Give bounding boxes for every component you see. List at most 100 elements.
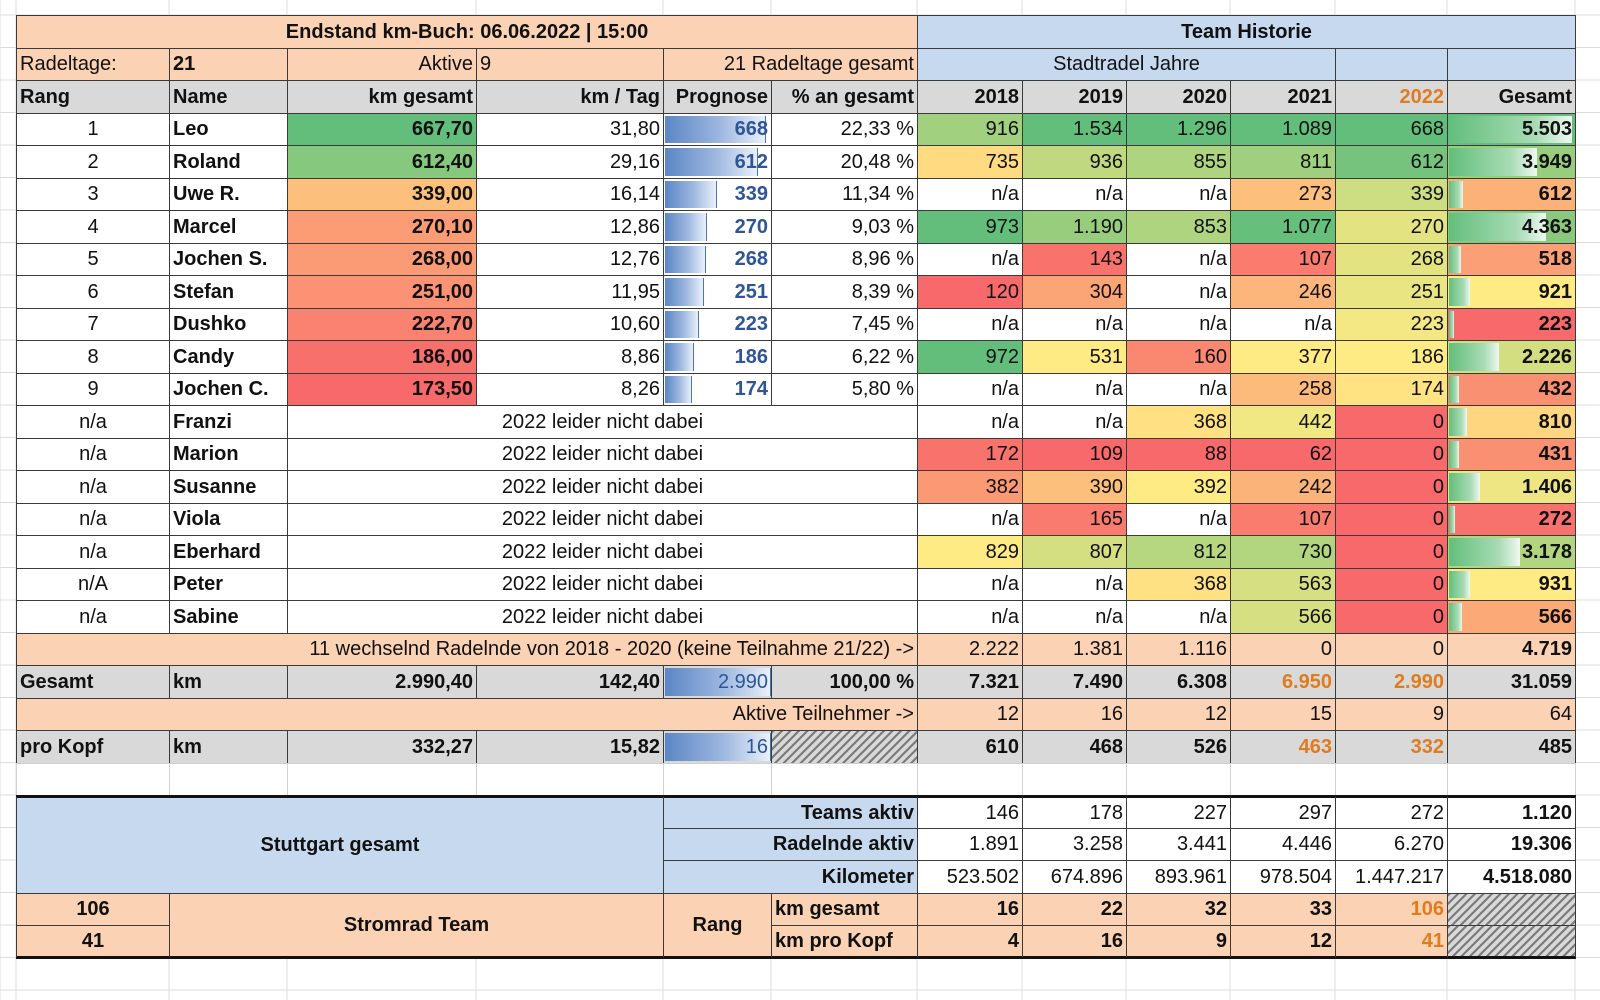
km-tag-cell[interactable]: 12,76 <box>476 242 664 276</box>
history-cell-2018[interactable]: n/a <box>917 405 1023 439</box>
history-gesamt-cell[interactable]: 2.226 <box>1447 340 1576 374</box>
history-gesamt-cell[interactable]: 1.406 <box>1447 470 1576 504</box>
blank-cell[interactable] <box>917 762 1023 796</box>
percent-cell[interactable]: 7,45 % <box>771 307 918 341</box>
column-header[interactable]: 2022 <box>1335 80 1448 114</box>
history-cell-2022[interactable]: 0 <box>1335 502 1448 536</box>
history-cell-2018[interactable]: 972 <box>917 340 1023 374</box>
team-label[interactable]: Stromrad Team <box>169 892 664 959</box>
name-cell[interactable]: Stefan <box>169 275 288 309</box>
history-cell-2019[interactable]: 304 <box>1022 275 1127 309</box>
history-title-cell[interactable]: Team Historie <box>917 15 1576 49</box>
history-cell-2022[interactable]: 251 <box>1335 275 1448 309</box>
percent-cell[interactable]: 8,96 % <box>771 242 918 276</box>
prokopf-gesamt[interactable]: 485 <box>1447 730 1576 764</box>
history-cell-2021[interactable]: 246 <box>1230 275 1336 309</box>
name-cell[interactable]: Jochen S. <box>169 242 288 276</box>
history-cell-2020[interactable]: 368 <box>1126 405 1231 439</box>
history-gesamt-cell[interactable]: 431 <box>1447 437 1576 471</box>
stuttgart-row-label[interactable]: Radelnde aktiv <box>663 827 918 861</box>
blank-cell[interactable] <box>476 762 664 796</box>
team-2018[interactable]: 16 <box>917 892 1023 926</box>
history-cell-2020[interactable]: n/a <box>1126 275 1231 309</box>
history-gesamt-cell[interactable]: 566 <box>1447 600 1576 634</box>
column-header[interactable]: 2019 <box>1022 80 1127 114</box>
header-blank-gesamt[interactable] <box>1447 47 1576 81</box>
gesamt-2020[interactable]: 6.308 <box>1126 665 1231 699</box>
prognose-cell[interactable]: 270 <box>663 210 772 244</box>
not-participating-note[interactable]: 2022 leider nicht dabei <box>287 600 918 634</box>
history-cell-2019[interactable]: 531 <box>1022 340 1127 374</box>
gesamt-prognose[interactable]: 2.990 <box>663 665 772 699</box>
team-2021[interactable]: 33 <box>1230 892 1336 926</box>
stuttgart-2022[interactable]: 272 <box>1335 795 1448 829</box>
prokopf-km-tag[interactable]: 15,82 <box>476 730 664 764</box>
wechselnd-label[interactable]: 11 wechselnd Radelnde von 2018 - 2020 (k… <box>16 632 918 666</box>
name-cell[interactable]: Eberhard <box>169 535 288 569</box>
team-2021[interactable]: 12 <box>1230 925 1336 959</box>
km-gesamt-cell[interactable]: 268,00 <box>287 242 477 276</box>
prokopf-2020[interactable]: 526 <box>1126 730 1231 764</box>
history-cell-2019[interactable]: n/a <box>1022 600 1127 634</box>
history-cell-2020[interactable]: 160 <box>1126 340 1231 374</box>
km-gesamt-cell[interactable]: 222,70 <box>287 307 477 341</box>
aktive-gesamt[interactable]: 64 <box>1447 697 1576 731</box>
km-tag-cell[interactable]: 8,86 <box>476 340 664 374</box>
prognose-cell[interactable]: 668 <box>663 112 772 146</box>
stuttgart-2019[interactable]: 674.896 <box>1022 860 1127 894</box>
stuttgart-2021[interactable]: 4.446 <box>1230 827 1336 861</box>
km-tag-cell[interactable]: 10,60 <box>476 307 664 341</box>
stuttgart-gesamt[interactable]: 4.518.080 <box>1447 860 1576 894</box>
team-row-label[interactable]: km gesamt <box>771 892 918 926</box>
aktive-teilnehmer-label[interactable]: Aktive Teilnehmer -> <box>16 697 918 731</box>
team-2020[interactable]: 32 <box>1126 892 1231 926</box>
history-gesamt-cell[interactable]: 921 <box>1447 275 1576 309</box>
stuttgart-2018[interactable]: 146 <box>917 795 1023 829</box>
history-cell-2018[interactable]: 829 <box>917 535 1023 569</box>
history-cell-2021[interactable]: 811 <box>1230 145 1336 179</box>
history-cell-2019[interactable]: n/a <box>1022 307 1127 341</box>
not-participating-note[interactable]: 2022 leider nicht dabei <box>287 470 918 504</box>
history-cell-2019[interactable]: 1.190 <box>1022 210 1127 244</box>
history-cell-2021[interactable]: 566 <box>1230 600 1336 634</box>
history-cell-2020[interactable]: n/a <box>1126 600 1231 634</box>
prokopf-km[interactable]: 332,27 <box>287 730 477 764</box>
km-gesamt-cell[interactable]: 173,50 <box>287 372 477 406</box>
prognose-cell[interactable]: 612 <box>663 145 772 179</box>
name-cell[interactable]: Marcel <box>169 210 288 244</box>
not-participating-note[interactable]: 2022 leider nicht dabei <box>287 405 918 439</box>
history-cell-2018[interactable]: 735 <box>917 145 1023 179</box>
history-cell-2018[interactable]: 916 <box>917 112 1023 146</box>
history-cell-2020[interactable]: 392 <box>1126 470 1231 504</box>
gesamt-2022[interactable]: 2.990 <box>1335 665 1448 699</box>
history-cell-2018[interactable]: n/a <box>917 372 1023 406</box>
history-cell-2018[interactable]: n/a <box>917 502 1023 536</box>
prokopf-2019[interactable]: 468 <box>1022 730 1127 764</box>
team-2022[interactable]: 106 <box>1335 892 1448 926</box>
gesamt-percent[interactable]: 100,00 % <box>771 665 918 699</box>
header-blank-2022[interactable] <box>1335 47 1448 81</box>
km-gesamt-cell[interactable]: 339,00 <box>287 177 477 211</box>
gesamt-unit[interactable]: km <box>169 665 288 699</box>
team-hatched-cell[interactable] <box>1447 892 1576 926</box>
km-gesamt-cell[interactable]: 251,00 <box>287 275 477 309</box>
stuttgart-2018[interactable]: 1.891 <box>917 827 1023 861</box>
name-cell[interactable]: Candy <box>169 340 288 374</box>
gesamt-total[interactable]: 31.059 <box>1447 665 1576 699</box>
history-cell-2022[interactable]: 0 <box>1335 470 1448 504</box>
history-cell-2020[interactable]: n/a <box>1126 177 1231 211</box>
wechselnd-2018[interactable]: 2.222 <box>917 632 1023 666</box>
prognose-cell[interactable]: 251 <box>663 275 772 309</box>
aktive-2018[interactable]: 12 <box>917 697 1023 731</box>
prokopf-prognose[interactable]: 16 <box>663 730 772 764</box>
name-cell[interactable]: Franzi <box>169 405 288 439</box>
rank-cell[interactable]: 2 <box>16 145 170 179</box>
wechselnd-gesamt[interactable]: 4.719 <box>1447 632 1576 666</box>
history-cell-2018[interactable]: n/a <box>917 177 1023 211</box>
history-gesamt-cell[interactable]: 432 <box>1447 372 1576 406</box>
team-2018[interactable]: 4 <box>917 925 1023 959</box>
prokopf-2018[interactable]: 610 <box>917 730 1023 764</box>
history-cell-2022[interactable]: 223 <box>1335 307 1448 341</box>
gesamt-2019[interactable]: 7.490 <box>1022 665 1127 699</box>
history-cell-2020[interactable]: 368 <box>1126 567 1231 601</box>
